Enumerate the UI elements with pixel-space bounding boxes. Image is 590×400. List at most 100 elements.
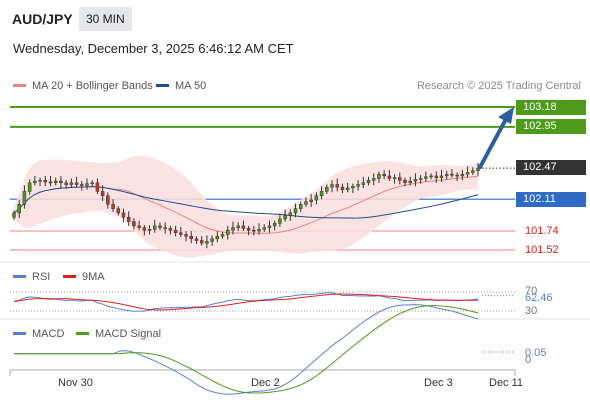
candle-body: [215, 235, 220, 240]
candle-body: [377, 173, 381, 179]
candle-body: [325, 186, 329, 192]
pivot-label: 102.11: [516, 192, 586, 207]
candle-body: [53, 180, 58, 184]
candle-body: [460, 173, 465, 177]
candle-body: [283, 215, 287, 220]
ma50-line: [13, 186, 479, 219]
candle-body: [424, 176, 428, 179]
candle-body: [314, 195, 319, 201]
candle-body: [116, 208, 121, 214]
candle-body: [121, 212, 126, 218]
candle-body: [189, 235, 194, 240]
candle-body: [434, 175, 439, 178]
candle-body: [439, 175, 444, 178]
candle-body: [351, 186, 355, 189]
candle-body: [153, 225, 157, 230]
candle-body: [455, 174, 459, 177]
candle-body: [27, 182, 32, 192]
candle-body: [371, 178, 376, 181]
last-price-label: 102.47: [516, 160, 586, 175]
candle-body: [361, 182, 366, 185]
candle-body: [267, 225, 272, 228]
candle-body: [106, 195, 110, 205]
candle-body: [38, 179, 42, 182]
candle-body: [43, 179, 48, 183]
candle-body: [80, 184, 84, 186]
candle-body: [111, 204, 115, 209]
candle-body: [241, 225, 246, 229]
candle-body: [33, 180, 37, 184]
candle-body: [330, 184, 334, 188]
candle-body: [450, 173, 454, 176]
rsi-upper-label: 70: [525, 285, 538, 297]
x-tick-dec2: Dec 2: [251, 377, 280, 389]
candle-body: [59, 180, 63, 184]
candle-body: [199, 240, 204, 244]
candle-body: [366, 179, 371, 184]
candle-body: [309, 199, 313, 203]
candle-body: [403, 179, 407, 184]
candle-body: [142, 227, 147, 231]
forecast-arrowhead: [498, 107, 514, 124]
support1-label: 101.74: [525, 225, 559, 237]
legend-macd: MACD: [13, 328, 64, 340]
legend-rsi-label: RSI: [32, 271, 51, 283]
candle-body: [340, 186, 345, 190]
candle-body: [335, 184, 339, 188]
candle-body: [179, 232, 183, 235]
legend-macd-label: MACD: [32, 328, 65, 340]
candle-body: [408, 180, 412, 184]
candle-body: [95, 182, 100, 192]
credit-text: Research © 2025 Trading Central: [416, 80, 581, 92]
candle-body: [356, 184, 360, 187]
macd-zero-label: 0: [525, 354, 532, 366]
target1-label: 102.95: [516, 119, 586, 134]
candle-body: [64, 182, 68, 185]
legend-rsi: RSI: [13, 271, 50, 283]
candle-body: [48, 181, 53, 184]
bollinger-band: [14, 156, 478, 258]
legend-ma50: MA 50: [156, 80, 206, 92]
candle-body: [444, 173, 449, 177]
candle-body: [132, 221, 136, 227]
rsi-ma-swatch: [63, 274, 76, 278]
candle-body: [168, 228, 173, 231]
candle-body: [236, 225, 240, 228]
candle-body: [147, 229, 152, 231]
candle-body: [278, 218, 282, 224]
candle-body: [382, 173, 386, 177]
rsi-lower-label: 30: [525, 305, 538, 317]
candle-body: [319, 191, 324, 196]
candle-body: [205, 241, 209, 244]
candle-body: [262, 227, 266, 230]
candle-body: [345, 187, 350, 190]
candle-body: [210, 238, 214, 242]
x-tick-dec11: Dec 11: [489, 377, 524, 389]
candle-body: [12, 212, 16, 218]
candle-body: [304, 201, 308, 205]
candle-body: [137, 225, 141, 228]
candle-body: [231, 227, 235, 231]
support2-label: 101.52: [525, 244, 559, 256]
rsi-value-label: 62.46: [525, 292, 553, 304]
rsi-swatch: [13, 274, 26, 278]
candle-body: [184, 234, 188, 237]
candle-body: [17, 204, 21, 214]
legend-ma50-label: MA 50: [175, 80, 207, 92]
candle-body: [387, 175, 392, 179]
ma20-swatch: [13, 83, 26, 87]
candle-body: [465, 172, 470, 175]
macd-signal-line: [14, 305, 479, 394]
candle-body: [220, 234, 225, 237]
candle-body: [252, 229, 256, 232]
timeframe-button[interactable]: 30 MIN: [79, 7, 132, 31]
x-tick-dec3: Dec 3: [424, 377, 453, 389]
macd-value-label: 0.05: [525, 347, 547, 359]
candle-body: [85, 183, 89, 186]
candle-body: [257, 229, 261, 232]
legend-macd-signal-label: MACD Signal: [95, 328, 162, 340]
macd-signal-swatch: [76, 331, 89, 335]
candle-body: [100, 191, 105, 196]
legend-ma20: MA 20 + Bollinger Bands: [13, 80, 153, 92]
